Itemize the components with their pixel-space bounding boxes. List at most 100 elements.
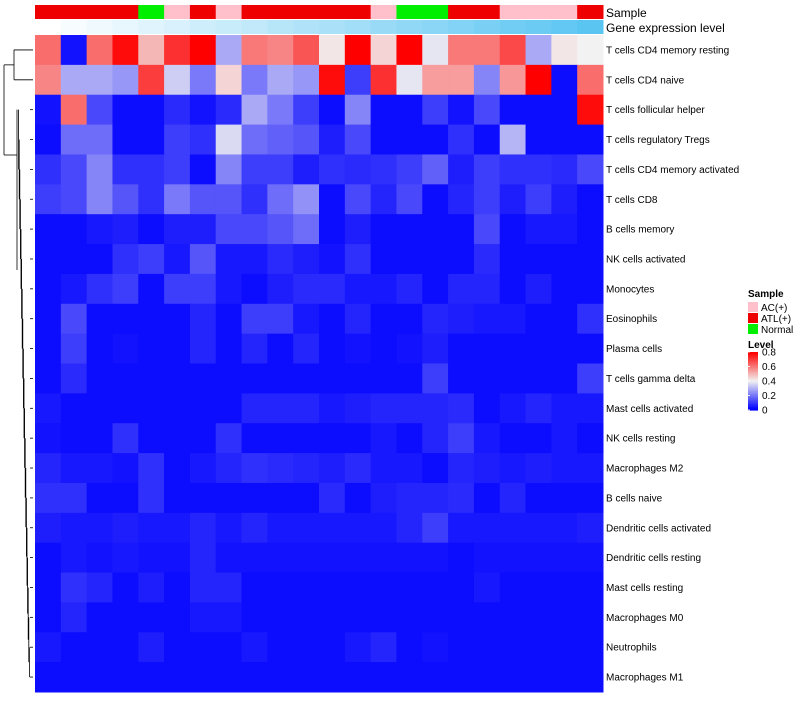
level-legend-gradient-step xyxy=(748,381,758,384)
heatmap-cell xyxy=(319,423,346,454)
heatmap-cell xyxy=(577,94,604,126)
level-legend-gradient-step xyxy=(748,385,758,388)
expression-annotation-cell xyxy=(344,20,372,34)
heatmap-cell xyxy=(35,244,62,275)
expression-annotation-cell xyxy=(577,20,604,34)
heatmap-cell xyxy=(551,303,578,335)
heatmap-cell xyxy=(525,602,552,633)
heatmap-cell xyxy=(344,572,372,603)
heatmap-cell xyxy=(60,423,88,454)
heatmap-cell xyxy=(86,214,113,245)
heatmap-cell xyxy=(35,542,62,574)
heatmap-cell xyxy=(241,333,268,364)
heatmap-cell xyxy=(138,154,165,185)
sample-legend-swatch xyxy=(748,324,758,334)
level-legend-gradient-step xyxy=(748,394,758,397)
heatmap-cell xyxy=(60,453,88,484)
heatmap-cell xyxy=(577,64,604,96)
heatmap-cell xyxy=(189,154,217,185)
heatmap-cell xyxy=(138,363,165,394)
heatmap-cell xyxy=(293,273,320,305)
level-legend-gradient-step xyxy=(748,369,758,372)
heatmap-cell xyxy=(241,64,268,96)
heatmap-cell xyxy=(370,512,397,544)
heatmap-cell xyxy=(164,244,191,275)
heatmap-cell xyxy=(473,333,501,364)
level-legend-gradient-step xyxy=(748,379,758,382)
heatmap-cell xyxy=(215,154,243,185)
heatmap-cell xyxy=(448,512,475,544)
heatmap-cell xyxy=(241,482,268,514)
heatmap-cell xyxy=(241,423,268,454)
heatmap-cell xyxy=(473,184,501,215)
heatmap-cell xyxy=(112,64,139,96)
heatmap-cell xyxy=(499,542,527,574)
row-label: Mast cells activated xyxy=(606,404,693,415)
heatmap-cell xyxy=(60,482,88,514)
heatmap-cell xyxy=(138,214,165,245)
heatmap-cell xyxy=(344,303,372,335)
heatmap-cell xyxy=(215,602,243,633)
heatmap-cell xyxy=(293,124,320,155)
heatmap-cell xyxy=(499,273,527,305)
sample-annotation-cell xyxy=(138,5,165,19)
heatmap-cell xyxy=(577,124,604,155)
level-legend-gradient-step xyxy=(748,375,758,378)
sample-annotation-cell xyxy=(525,5,552,19)
heatmap-cell xyxy=(422,154,449,185)
level-legend-gradient-step xyxy=(748,392,758,395)
heatmap-cell xyxy=(60,303,88,335)
heatmap-cell xyxy=(164,303,191,335)
heatmap-cell xyxy=(112,453,139,484)
heatmap-cell xyxy=(577,393,604,424)
heatmap-cell xyxy=(499,393,527,424)
heatmap-cell xyxy=(35,512,62,544)
heatmap-cell xyxy=(215,423,243,454)
level-legend-gradient-step xyxy=(748,399,758,402)
heatmap-cell xyxy=(138,333,165,364)
heatmap-cell xyxy=(370,244,397,275)
heatmap-cell xyxy=(35,303,62,335)
heatmap-cell xyxy=(86,542,113,574)
expression-annotation-cell xyxy=(319,20,346,34)
level-legend-tick-label: 0.2 xyxy=(762,391,776,402)
heatmap-cell xyxy=(370,632,397,663)
heatmap-cell xyxy=(525,572,552,603)
heatmap-cell xyxy=(164,35,191,66)
heatmap-cell xyxy=(551,94,578,126)
heatmap-cell xyxy=(215,184,243,215)
heatmap-cell xyxy=(138,453,165,484)
heatmap-cell xyxy=(577,303,604,335)
level-legend-gradient-step xyxy=(748,408,758,411)
heatmap-cell xyxy=(86,363,113,394)
heatmap-cell xyxy=(577,35,604,66)
heatmap-cell xyxy=(35,363,62,394)
heatmap-cell xyxy=(112,423,139,454)
heatmap-cell xyxy=(293,303,320,335)
heatmap-cell xyxy=(138,512,165,544)
heatmap-cell xyxy=(525,453,552,484)
heatmap-cell xyxy=(525,662,552,693)
heatmap-cell xyxy=(293,542,320,574)
heatmap-cell xyxy=(473,64,501,96)
heatmap-cell xyxy=(86,184,113,215)
heatmap-cell xyxy=(293,423,320,454)
heatmap-cell xyxy=(344,512,372,544)
heatmap-cell xyxy=(293,184,320,215)
heatmap-cell xyxy=(319,273,346,305)
heatmap-cell xyxy=(241,662,268,693)
heatmap-cell xyxy=(422,94,449,126)
heatmap-cell xyxy=(267,214,294,245)
level-legend-title: Level xyxy=(748,340,774,351)
heatmap-cell xyxy=(189,512,217,544)
heatmap-cell xyxy=(215,214,243,245)
heatmap-cell xyxy=(499,572,527,603)
heatmap-cell xyxy=(370,154,397,185)
heatmap-cell xyxy=(112,184,139,215)
row-label: Eosinophils xyxy=(606,314,657,325)
expression-annotation-cell xyxy=(448,20,475,34)
heatmap-cell xyxy=(138,572,165,603)
heatmap-cell xyxy=(293,632,320,663)
heatmap-cell xyxy=(86,124,113,155)
heatmap-cell xyxy=(138,423,165,454)
